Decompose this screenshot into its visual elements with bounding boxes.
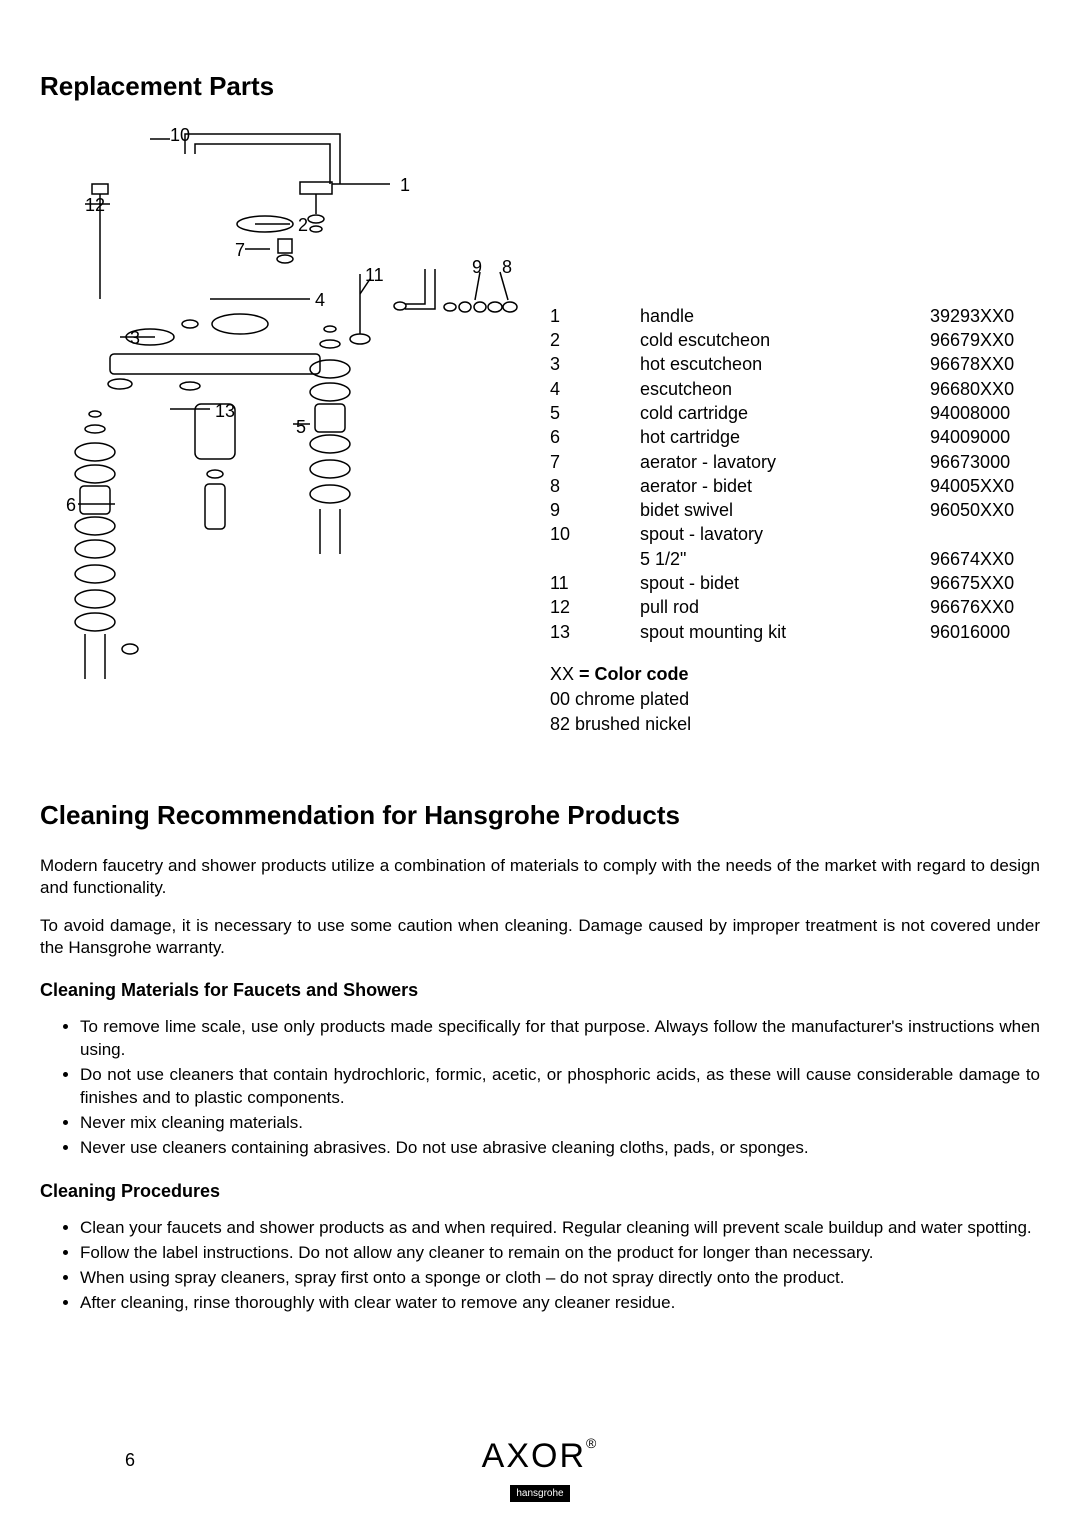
cleaning-procedures-list: Clean your faucets and shower products a… bbox=[40, 1217, 1040, 1315]
parts-code: 94005XX0 bbox=[930, 474, 1040, 498]
parts-desc: spout mounting kit bbox=[640, 620, 930, 644]
diagram-callout-2: 2 bbox=[298, 214, 308, 237]
parts-num: 7 bbox=[550, 450, 640, 474]
cleaning-materials-heading: Cleaning Materials for Faucets and Showe… bbox=[40, 979, 1040, 1002]
parts-row: 11spout - bidet96675XX0 bbox=[550, 571, 1040, 595]
diagram-callout-6: 6 bbox=[66, 494, 76, 517]
list-item: To remove lime scale, use only products … bbox=[80, 1016, 1040, 1062]
parts-row: 10spout - lavatory bbox=[550, 522, 1040, 546]
parts-row: 4escutcheon96680XX0 bbox=[550, 377, 1040, 401]
list-item: Never use cleaners containing abrasives.… bbox=[80, 1137, 1040, 1160]
parts-desc: spout - lavatory bbox=[640, 522, 930, 546]
diagram-callout-1: 1 bbox=[400, 174, 410, 197]
footer-logo: AXOR® hansgrohe bbox=[0, 1434, 1080, 1502]
diagram-callout-13: 13 bbox=[215, 400, 235, 423]
parts-code bbox=[930, 522, 1040, 546]
diagram-callout-5: 5 bbox=[296, 416, 306, 439]
parts-num: 11 bbox=[550, 571, 640, 595]
parts-row: 5 1/2"96674XX0 bbox=[550, 547, 1040, 571]
parts-desc: spout - bidet bbox=[640, 571, 930, 595]
cleaning-intro-p2: To avoid damage, it is necessary to use … bbox=[40, 915, 1040, 959]
parts-code: 94008000 bbox=[930, 401, 1040, 425]
diagram-callout-7: 7 bbox=[235, 239, 245, 262]
parts-num: 4 bbox=[550, 377, 640, 401]
list-item: Never mix cleaning materials. bbox=[80, 1112, 1040, 1135]
parts-num: 13 bbox=[550, 620, 640, 644]
diagram-callout-4: 4 bbox=[315, 289, 325, 312]
parts-desc: 5 1/2" bbox=[640, 547, 930, 571]
parts-desc: cold escutcheon bbox=[640, 328, 930, 352]
parts-row: 5cold cartridge94008000 bbox=[550, 401, 1040, 425]
diagram-callout-3: 3 bbox=[130, 327, 140, 350]
parts-num: 5 bbox=[550, 401, 640, 425]
parts-desc: aerator - lavatory bbox=[640, 450, 930, 474]
parts-code: 96675XX0 bbox=[930, 571, 1040, 595]
parts-row: 8aerator - bidet94005XX0 bbox=[550, 474, 1040, 498]
diagram-callout-10: 10 bbox=[170, 124, 190, 147]
logo-sub-text: hansgrohe bbox=[510, 1485, 569, 1502]
logo-main-text: AXOR® bbox=[482, 1434, 599, 1478]
parts-row: 2cold escutcheon96679XX0 bbox=[550, 328, 1040, 352]
cleaning-materials-list: To remove lime scale, use only products … bbox=[40, 1016, 1040, 1160]
list-item: Follow the label instructions. Do not al… bbox=[80, 1242, 1040, 1265]
parts-row: 1handle39293XX0 bbox=[550, 304, 1040, 328]
cleaning-intro-p1: Modern faucetry and shower products util… bbox=[40, 855, 1040, 899]
list-item: Do not use cleaners that contain hydroch… bbox=[80, 1064, 1040, 1110]
color-code-line: 82 brushed nickel bbox=[550, 712, 1040, 737]
parts-code: 96678XX0 bbox=[930, 352, 1040, 376]
parts-desc: handle bbox=[640, 304, 930, 328]
parts-num: 8 bbox=[550, 474, 640, 498]
parts-desc: bidet swivel bbox=[640, 498, 930, 522]
parts-row: 3hot escutcheon96678XX0 bbox=[550, 352, 1040, 376]
cleaning-procedures-heading: Cleaning Procedures bbox=[40, 1180, 1040, 1203]
replacement-parts-heading: Replacement Parts bbox=[40, 70, 1040, 104]
parts-desc: hot cartridge bbox=[640, 425, 930, 449]
parts-desc: aerator - bidet bbox=[640, 474, 930, 498]
diagram-svg bbox=[40, 124, 530, 764]
parts-code: 96674XX0 bbox=[930, 547, 1040, 571]
parts-code: 96673000 bbox=[930, 450, 1040, 474]
diagram-callout-12: 12 bbox=[85, 194, 105, 217]
list-item: After cleaning, rinse thoroughly with cl… bbox=[80, 1292, 1040, 1315]
parts-code: 39293XX0 bbox=[930, 304, 1040, 328]
parts-num: 3 bbox=[550, 352, 640, 376]
parts-desc: hot escutcheon bbox=[640, 352, 930, 376]
parts-row: 13spout mounting kit96016000 bbox=[550, 620, 1040, 644]
color-code-label: = Color code bbox=[579, 664, 689, 684]
parts-code: 96050XX0 bbox=[930, 498, 1040, 522]
replacement-parts-section: 10 12 1 2 7 11 9 8 4 3 13 5 6 1handle392… bbox=[40, 124, 1040, 764]
parts-row: 9bidet swivel96050XX0 bbox=[550, 498, 1040, 522]
parts-row: 6hot cartridge94009000 bbox=[550, 425, 1040, 449]
color-code-prefix: XX bbox=[550, 664, 579, 684]
parts-desc: cold cartridge bbox=[640, 401, 930, 425]
parts-desc: escutcheon bbox=[640, 377, 930, 401]
diagram-callout-9: 9 bbox=[472, 256, 482, 279]
color-code-line: 00 chrome plated bbox=[550, 687, 1040, 712]
parts-list: 1handle39293XX02cold escutcheon96679XX03… bbox=[550, 124, 1040, 764]
parts-num: 10 bbox=[550, 522, 640, 546]
parts-num: 9 bbox=[550, 498, 640, 522]
diagram-callout-11: 11 bbox=[365, 264, 384, 287]
parts-code: 96680XX0 bbox=[930, 377, 1040, 401]
parts-code: 94009000 bbox=[930, 425, 1040, 449]
parts-num bbox=[550, 547, 640, 571]
color-code-block: XX = Color code 00 chrome plated 82 brus… bbox=[550, 662, 1040, 738]
parts-row: 7aerator - lavatory96673000 bbox=[550, 450, 1040, 474]
parts-desc: pull rod bbox=[640, 595, 930, 619]
parts-num: 1 bbox=[550, 304, 640, 328]
registered-icon: ® bbox=[586, 1435, 598, 1451]
parts-code: 96016000 bbox=[930, 620, 1040, 644]
parts-num: 6 bbox=[550, 425, 640, 449]
parts-num: 12 bbox=[550, 595, 640, 619]
list-item: Clean your faucets and shower products a… bbox=[80, 1217, 1040, 1240]
diagram-callout-8: 8 bbox=[502, 256, 512, 279]
exploded-diagram: 10 12 1 2 7 11 9 8 4 3 13 5 6 bbox=[40, 124, 530, 764]
parts-code: 96676XX0 bbox=[930, 595, 1040, 619]
parts-code: 96679XX0 bbox=[930, 328, 1040, 352]
list-item: When using spray cleaners, spray first o… bbox=[80, 1267, 1040, 1290]
parts-num: 2 bbox=[550, 328, 640, 352]
parts-row: 12pull rod96676XX0 bbox=[550, 595, 1040, 619]
cleaning-heading: Cleaning Recommendation for Hansgrohe Pr… bbox=[40, 799, 1040, 833]
